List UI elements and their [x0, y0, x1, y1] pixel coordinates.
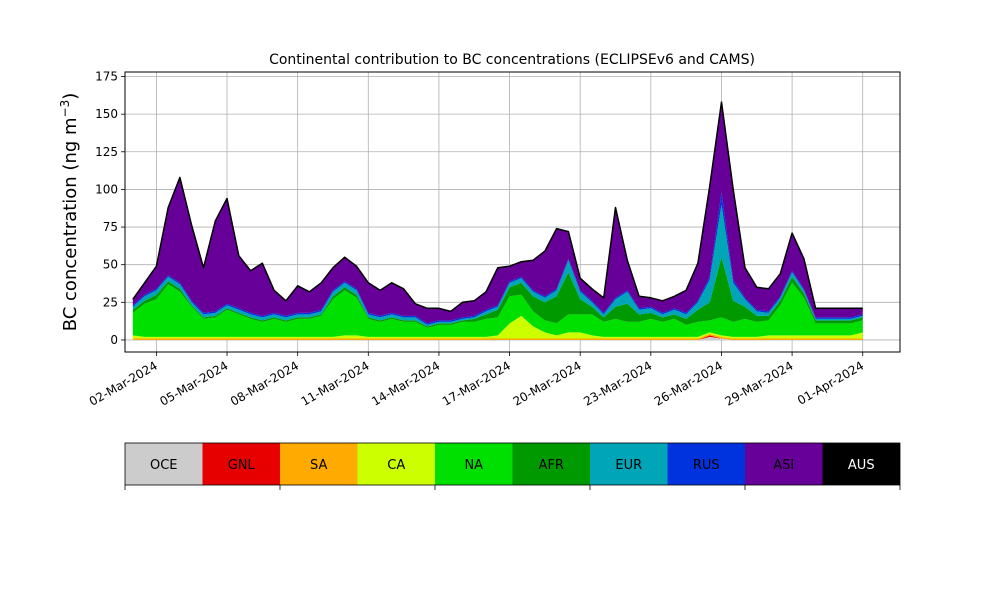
legend-swatch-sa	[280, 443, 358, 485]
y-tick-label: 100	[95, 182, 118, 196]
total-concentration-line	[132, 101, 863, 313]
legend-swatch-eur	[590, 443, 668, 485]
legend-swatch-aus	[822, 443, 900, 485]
x-tick-label: 20-Mar-2024	[511, 358, 584, 408]
area-series-afr	[132, 257, 863, 328]
x-tick-label: 29-Mar-2024	[722, 358, 795, 408]
x-tick-label: 02-Mar-2024	[87, 358, 160, 408]
x-tick-label: 23-Mar-2024	[581, 358, 654, 408]
y-tick-label: 150	[95, 107, 118, 121]
area-series-asi	[132, 102, 863, 324]
legend-swatch-na	[435, 443, 513, 485]
x-tick-label: 08-Mar-2024	[228, 358, 301, 408]
legend-swatch-gnl	[202, 443, 280, 485]
y-tick-label: 125	[95, 145, 118, 159]
y-tick-label: 175	[95, 70, 118, 84]
stacked-areas	[132, 102, 863, 340]
x-tick-label: 14-Mar-2024	[369, 358, 442, 408]
y-tick-label: 0	[110, 333, 118, 347]
area-series-eur	[132, 204, 863, 327]
x-axis: 02-Mar-202405-Mar-202408-Mar-202411-Mar-…	[87, 352, 866, 409]
chart-title: Continental contribution to BC concentra…	[269, 52, 755, 68]
x-tick-label: 01-Apr-2024	[795, 358, 866, 407]
y-axis: 0 25 50 75 100 125 150 175	[95, 70, 125, 347]
legend-label-eur: EUR	[615, 458, 642, 473]
legend-label-ca: CA	[387, 458, 405, 473]
legend-label-afr: AFR	[539, 458, 564, 473]
y-tick-label: 25	[103, 295, 118, 309]
legend-swatch-asi	[745, 443, 823, 485]
legend-swatch-ca	[357, 443, 435, 485]
legend-label-sa: SA	[310, 458, 327, 473]
area-series-sa	[132, 333, 863, 340]
legend-label-oce: OCE	[150, 458, 178, 473]
x-tick-label: 05-Mar-2024	[157, 358, 230, 408]
area-series-oce	[132, 336, 863, 340]
x-tick-label: 11-Mar-2024	[299, 358, 372, 408]
y-tick-label: 50	[103, 258, 118, 272]
plot-frame	[124, 71, 901, 353]
x-tick-label: 26-Mar-2024	[652, 358, 725, 408]
area-series-ca	[132, 315, 863, 339]
legend-label-na: NA	[464, 458, 483, 473]
legend-frame	[124, 442, 901, 486]
legend-swatch-rus	[667, 443, 745, 485]
legend-label-gnl: GNL	[228, 458, 256, 473]
area-series-gnl	[132, 335, 863, 340]
legend-colorbar: OCE GNL SA CA NA AFR EUR RUS ASI AUS	[124, 442, 901, 490]
legend-label-asi: ASI	[773, 458, 794, 473]
y-tick-label: 75	[103, 220, 118, 234]
total-line	[132, 101, 863, 313]
legend-swatch-oce	[125, 443, 203, 485]
legend-label-rus: RUS	[693, 458, 720, 473]
legend-label-aus: AUS	[848, 458, 875, 473]
legend-swatch-afr	[512, 443, 590, 485]
y-axis-label: BC concentration (ng m−3)	[58, 93, 81, 332]
area-series-na	[132, 282, 863, 337]
x-tick-label: 17-Mar-2024	[440, 358, 513, 408]
